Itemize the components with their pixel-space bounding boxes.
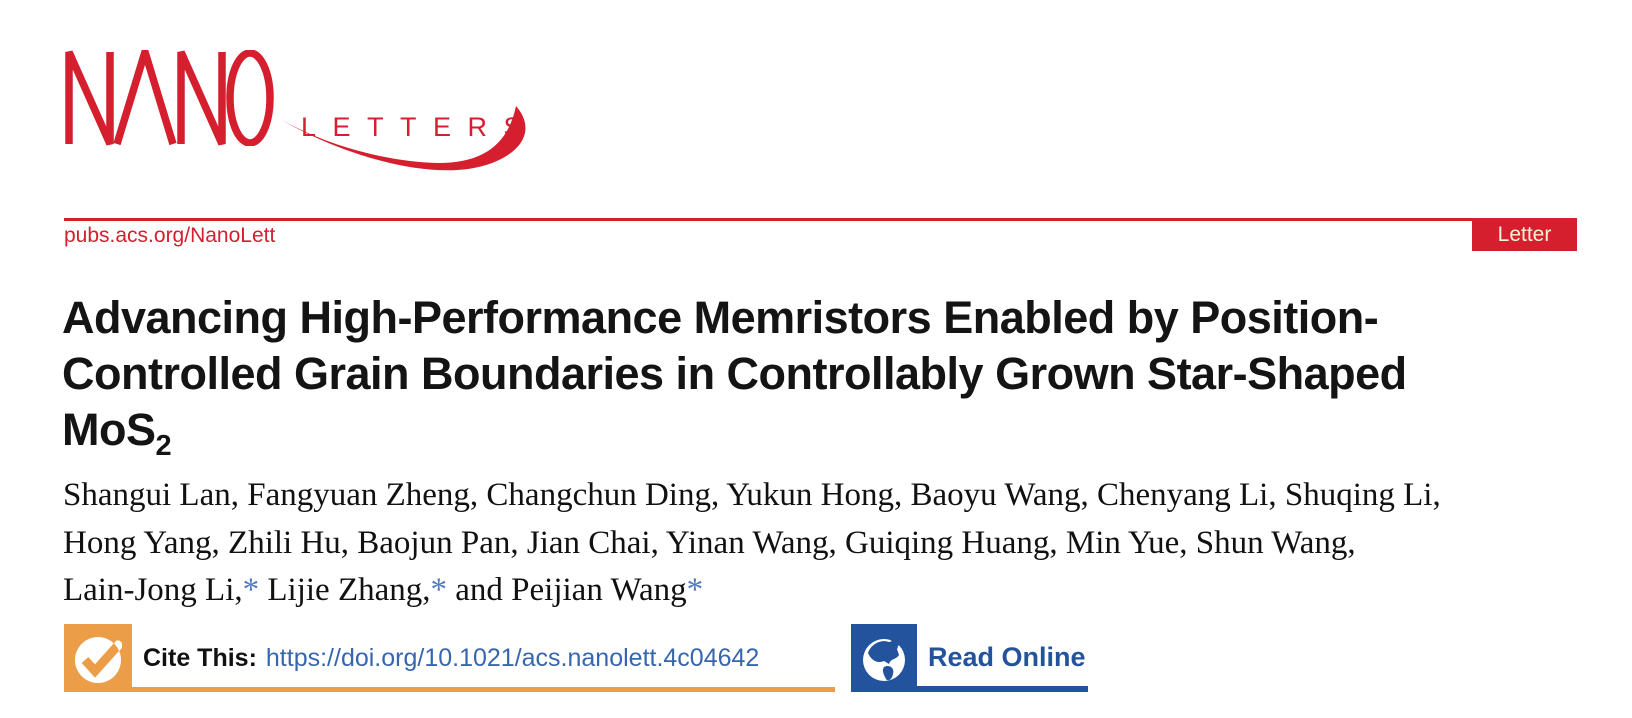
corresponding-author-asterisk[interactable]: * xyxy=(242,572,260,608)
logo-swoosh-icon xyxy=(282,106,526,171)
letters-logo-text: LETTERS xyxy=(301,112,539,142)
doi-link[interactable]: https://doi.org/10.1021/acs.nanolett.4c0… xyxy=(265,643,760,672)
author-list: Shangui Lan, Fangyuan Zheng, Changchun D… xyxy=(63,472,1623,615)
nano-logo-wordmark xyxy=(65,50,274,146)
author-name: Lain-Jong Li, xyxy=(63,572,243,608)
author-list-line3: Lain-Jong Li,* Lijie Zhang,* and Peijian… xyxy=(63,567,1623,615)
article-title: Advancing High-Performance Memristors En… xyxy=(62,290,1582,461)
cite-this-underline xyxy=(64,687,835,692)
read-online-globe-icon[interactable] xyxy=(851,624,917,692)
journal-site-link[interactable]: pubs.acs.org/NanoLett xyxy=(64,224,276,247)
article-title-line1: Advancing High-Performance Memristors En… xyxy=(62,292,1379,343)
author-name: and Peijian Wang xyxy=(447,572,687,608)
read-online-link[interactable]: Read Online xyxy=(928,641,1086,672)
article-title-formula-base: MoS xyxy=(62,404,156,455)
cite-this-label: Cite This: xyxy=(143,643,257,672)
author-list-line1: Shangui Lan, Fangyuan Zheng, Changchun D… xyxy=(63,477,1441,513)
article-title-line2: Controlled Grain Boundaries in Controlla… xyxy=(62,348,1407,399)
cite-this-checkmark-icon[interactable] xyxy=(64,624,132,692)
corresponding-author-asterisk[interactable]: * xyxy=(430,572,448,608)
header-divider-rule xyxy=(64,218,1577,221)
article-title-line3: MoS2 xyxy=(62,402,1582,461)
read-online-underline xyxy=(917,686,1088,692)
article-title-formula-subscript: 2 xyxy=(155,430,172,462)
corresponding-author-asterisk[interactable]: * xyxy=(686,572,704,608)
article-type-badge: Letter xyxy=(1472,218,1577,251)
article-type-badge-label: Letter xyxy=(1497,222,1552,246)
author-name: Lijie Zhang, xyxy=(259,572,431,608)
cite-this-row: Cite This: https://doi.org/10.1021/acs.n… xyxy=(143,624,759,692)
author-list-line2: Hong Yang, Zhili Hu, Baojun Pan, Jian Ch… xyxy=(63,524,1356,561)
